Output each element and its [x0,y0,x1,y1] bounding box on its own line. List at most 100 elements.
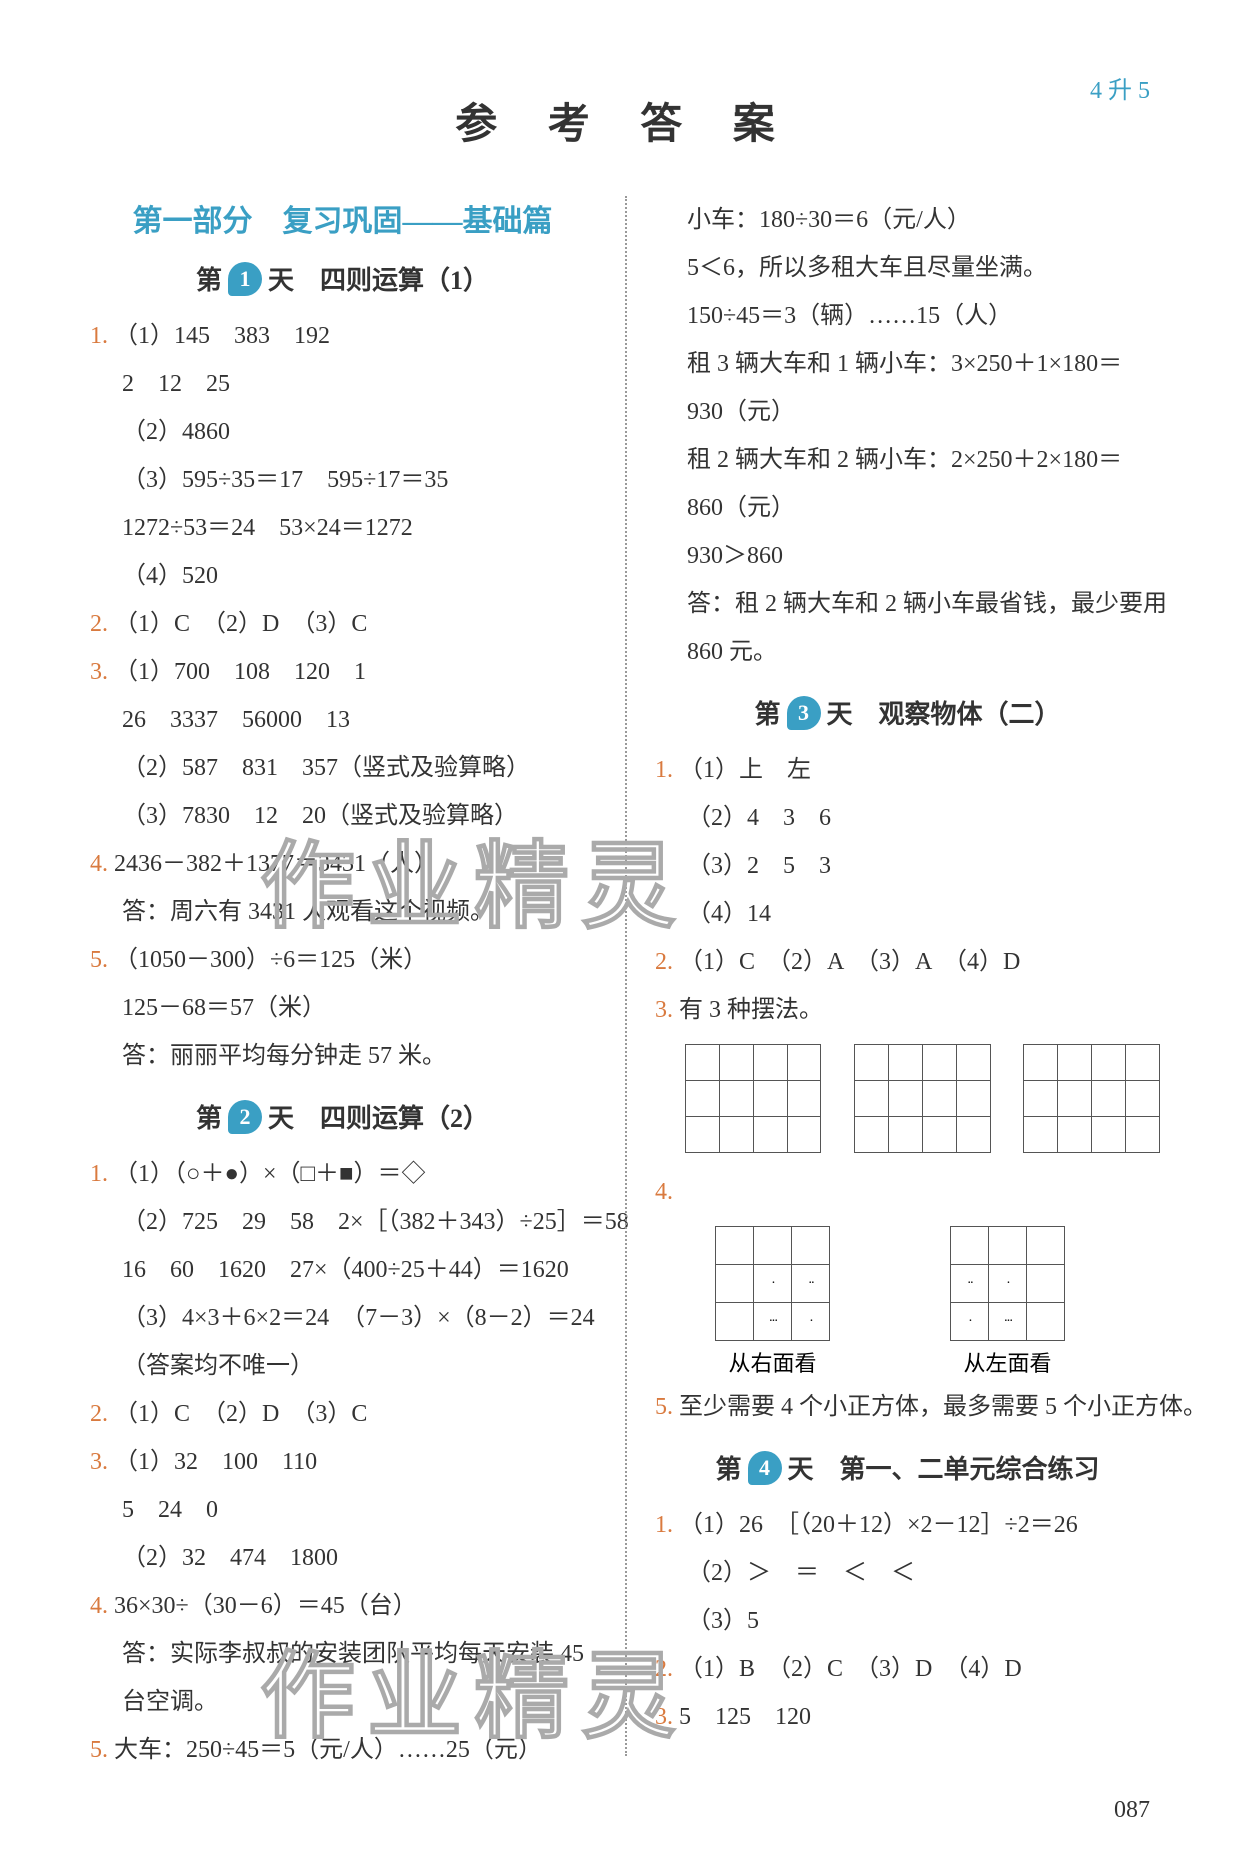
answer-line: 5＜6，所以多租大车且尽量坐满。 [655,244,1160,292]
answer-line: （4）520 [90,552,595,600]
answer-line: （2）＞ ＝ ＜ ＜ [655,1549,1160,1597]
day3-title: 第 3 天 观察物体（二） [655,694,1160,731]
answer-line: 1. （1）（○＋●）×（□＋■）＝◇ [90,1150,595,1198]
question-number: 5. [90,1737,114,1763]
question-number: 1. [655,757,679,783]
answer-line: 租 3 辆大车和 1 辆小车：3×250＋1×180＝ [655,340,1160,388]
answer-line: 台空调。 [90,1678,595,1726]
answer-line: 3. （1）700 108 120 1 [90,648,595,696]
page-number: 087 [1114,1797,1150,1824]
question-number: 3. [655,1704,679,1730]
answer-line: （3）7830 12 20（竖式及验算略） [90,792,595,840]
question-number: 2. [90,611,114,637]
answer-line: （2）4860 [90,408,595,456]
answer-line: 答：丽丽平均每分钟走 57 米。 [90,1032,595,1080]
answer-line: 1. （1）145 383 192 [90,312,595,360]
figure-right-view: ··· ···· 从右面看 [715,1226,830,1378]
question-number: 2. [655,1656,679,1682]
right-column: 小车：180÷30＝6（元/人） 5＜6，所以多租大车且尽量坐满。 150÷45… [625,196,1160,1774]
question-number: 3. [90,659,114,685]
answer-line: 3. （1）32 100 110 [90,1438,595,1486]
q4-figures: ··· ···· 从右面看 ··· ···· 从左面看 [715,1226,1160,1378]
answer-line: 1. （1）26 ［（20＋12）×2－12］÷2＝26 [655,1501,1160,1549]
question-number: 3. [90,1449,114,1475]
answer-line: （答案均不唯一） [90,1342,595,1390]
day-number-badge: 1 [228,262,262,296]
question-number: 1. [90,323,114,349]
day1-title: 第 1 天 四则运算（1） [90,260,595,297]
question-number: 2. [655,949,679,975]
question-number: 2. [90,1401,114,1427]
day2-title: 第 2 天 四则运算（2） [90,1098,595,1135]
main-title: 参 考 答 案 [90,90,1160,151]
answer-line: （3）4×3＋6×2＝24 （7－3）×（8－2）＝24 [90,1294,595,1342]
answer-line: （2）587 831 357（竖式及验算略） [90,744,595,792]
answer-line: 4. 2436－382＋1377＝3431（人） [90,840,595,888]
answer-line: 租 2 辆大车和 2 辆小车：2×250＋2×180＝ [655,436,1160,484]
answer-line: 3. 5 125 120 [655,1693,1160,1741]
answer-line: 2. （1）C （2）D （3）C [90,1390,595,1438]
answer-line: 5. （1050－300）÷6＝125（米） [90,936,595,984]
answer-line: 26 3337 56000 13 [90,696,595,744]
answer-line: （2）32 474 1800 [90,1534,595,1582]
answer-line: 4. [655,1168,1160,1216]
answer-line: （2）725 29 58 2×［（382＋343）÷25］＝58 [90,1198,595,1246]
question-number: 1. [655,1512,679,1538]
answer-line: 5. 大车：250÷45＝5（元/人）……25（元） [90,1726,595,1774]
answer-line: （2）4 3 6 [655,794,1160,842]
day4-title: 第 4 天 第一、二单元综合练习 [655,1449,1160,1486]
day-pre: 第 [754,694,780,731]
day-post: 天 第一、二单元综合练习 [788,1449,1100,1486]
question-number: 4. [90,1593,114,1619]
answer-line: 860 元。 [655,628,1160,676]
answer-line: 答：实际李叔叔的安装团队平均每天安装 45 [90,1630,595,1678]
question-number: 4. [655,1179,673,1205]
day-number-badge: 2 [228,1100,262,1134]
answer-line: 930＞860 [655,532,1160,580]
day-post: 天 四则运算（1） [268,260,489,297]
content-columns: 第一部分 复习巩固——基础篇 第 1 天 四则运算（1） 1. （1）145 3… [90,196,1160,1774]
answer-line: 答：周六有 3431 人观看这个视频。 [90,888,595,936]
question-number: 4. [90,851,114,877]
answer-line: 5 24 0 [90,1486,595,1534]
answer-line: 2. （1）C （2）D （3）C [90,600,595,648]
question-number: 5. [90,947,114,973]
day-number-badge: 3 [787,696,821,730]
question-number: 5. [655,1394,679,1420]
answer-line: （4）14 [655,890,1160,938]
answer-line: 16 60 1620 27×（400÷25＋44）＝1620 [90,1246,595,1294]
figure-caption: 从右面看 [715,1346,830,1378]
answer-line: 930（元） [655,388,1160,436]
question-number: 1. [90,1161,114,1187]
answer-line: 5. 至少需要 4 个小正方体，最多需要 5 个小正方体。 [655,1383,1160,1431]
answer-line: 2. （1）B （2）C （3）D （4）D [655,1645,1160,1693]
day-post: 天 四则运算（2） [268,1098,489,1135]
answer-line: 1. （1）上 左 [655,746,1160,794]
answer-line: 150÷45＝3（辆）……15（人） [655,292,1160,340]
answer-line: 2. （1）C （2）A （3）A （4）D [655,938,1160,986]
header-tag: 4 升 5 [1090,70,1150,105]
answer-line: （3）2 5 3 [655,842,1160,890]
answer-line: 125－68＝57（米） [90,984,595,1032]
answer-line: 小车：180÷30＝6（元/人） [655,196,1160,244]
answer-line: 3. 有 3 种摆法。 [655,986,1160,1034]
answer-line: （3）595÷35＝17 595÷17＝35 [90,456,595,504]
figure-left-view: ··· ···· 从左面看 [950,1226,1065,1378]
day-pre: 第 [196,260,222,297]
answer-line: 1272÷53＝24 53×24＝1272 [90,504,595,552]
q3-grid-diagram [685,1044,1160,1153]
answer-line: 答：租 2 辆大车和 2 辆小车最省钱，最少要用 [655,580,1160,628]
day-pre: 第 [196,1098,222,1135]
section-title: 第一部分 复习巩固——基础篇 [90,196,595,240]
figure-caption: 从左面看 [950,1346,1065,1378]
day-number-badge: 4 [748,1451,782,1485]
answer-line: 2 12 25 [90,360,595,408]
answer-line: 860（元） [655,484,1160,532]
column-divider [625,196,627,1756]
question-number: 3. [655,997,679,1023]
day-post: 天 观察物体（二） [827,694,1061,731]
answer-line: 4. 36×30÷（30－6）＝45（台） [90,1582,595,1630]
answer-line: （3）5 [655,1597,1160,1645]
day-pre: 第 [715,1449,741,1486]
left-column: 第一部分 复习巩固——基础篇 第 1 天 四则运算（1） 1. （1）145 3… [90,196,625,1774]
